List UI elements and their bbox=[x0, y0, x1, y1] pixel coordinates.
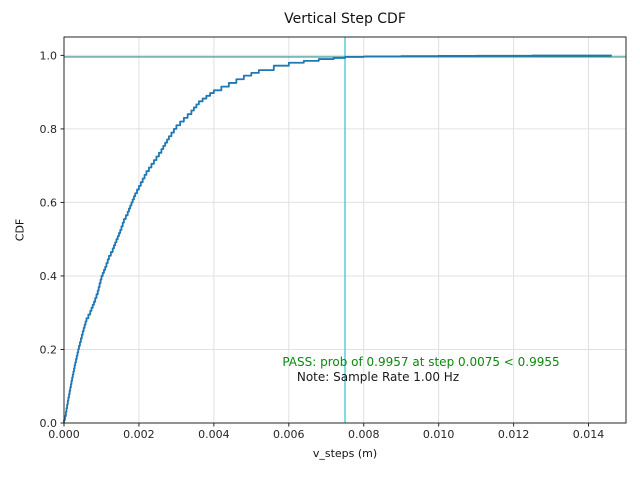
x-tick-label: 0.000 bbox=[48, 428, 80, 441]
x-tick-label: 0.008 bbox=[348, 428, 380, 441]
y-tick-label: 0.0 bbox=[40, 417, 58, 430]
x-tick-label: 0.014 bbox=[573, 428, 605, 441]
x-tick-label: 0.010 bbox=[423, 428, 455, 441]
y-tick-label: 0.8 bbox=[40, 123, 58, 136]
y-tick-label: 1.0 bbox=[40, 49, 58, 62]
note-annotation: Note: Sample Rate 1.00 Hz bbox=[296, 370, 460, 384]
x-axis-label: v_steps (m) bbox=[312, 447, 378, 460]
y-tick-label: 0.4 bbox=[40, 270, 58, 283]
cdf-curve bbox=[63, 54, 612, 424]
x-tick-label: 0.004 bbox=[198, 428, 230, 441]
y-tick-label: 0.6 bbox=[40, 196, 58, 209]
axes-spines bbox=[63, 36, 627, 424]
x-tick-label: 0.002 bbox=[123, 428, 155, 441]
y-tick-label: 0.2 bbox=[40, 343, 58, 356]
pass-annotation: PASS: prob of 0.9957 at step 0.0075 < 0.… bbox=[282, 355, 560, 369]
chart-title: Vertical Step CDF bbox=[284, 11, 406, 27]
x-tick-label: 0.012 bbox=[498, 428, 530, 441]
y-axis-label: CDF bbox=[13, 218, 27, 242]
x-tick-label: 0.006 bbox=[273, 428, 305, 441]
